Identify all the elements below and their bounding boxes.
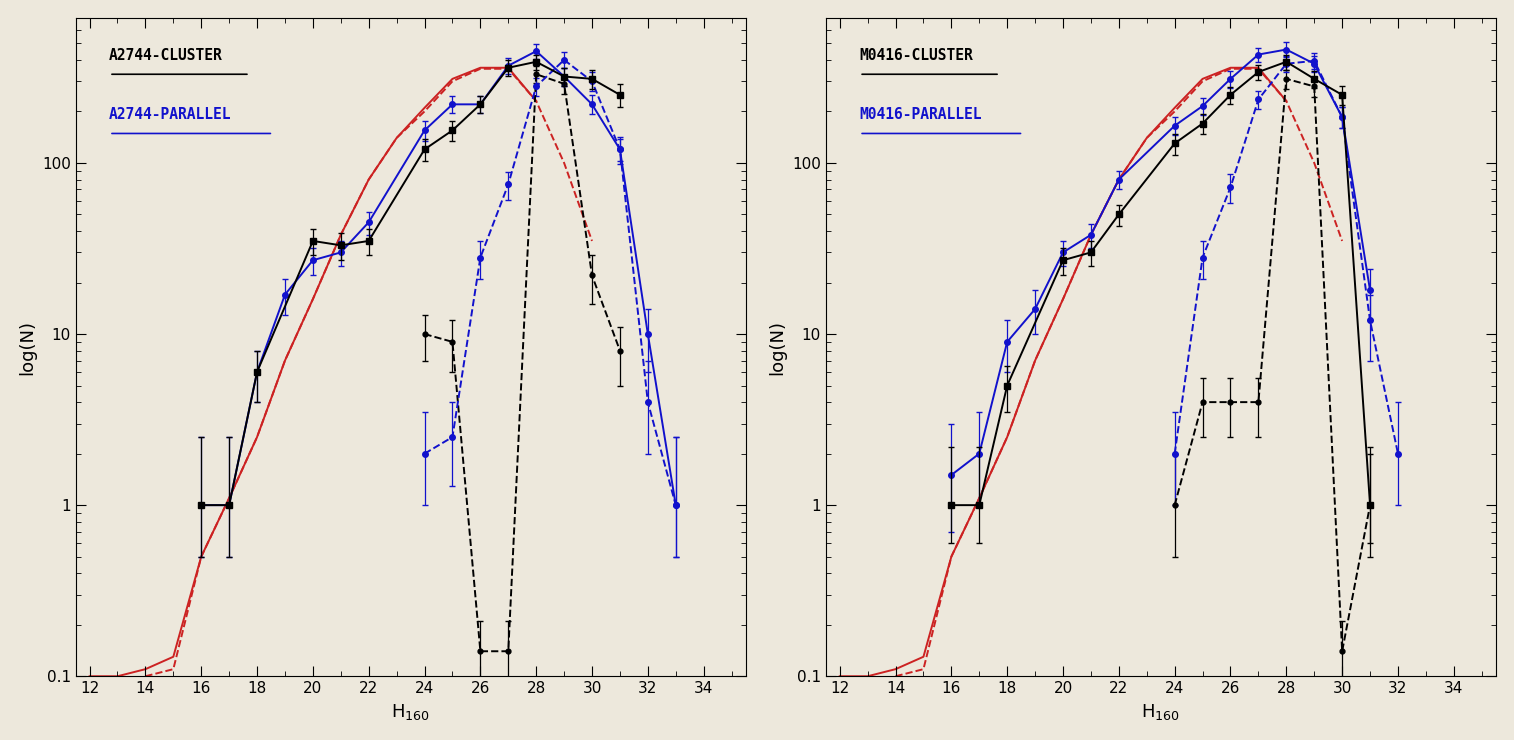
Y-axis label: log(N): log(N) [18, 320, 36, 374]
Text: M0416-CLUSTER: M0416-CLUSTER [860, 48, 974, 63]
X-axis label: H$_{160}$: H$_{160}$ [391, 702, 430, 722]
Text: A2744-PARALLEL: A2744-PARALLEL [109, 107, 232, 122]
X-axis label: H$_{160}$: H$_{160}$ [1142, 702, 1181, 722]
Text: A2744-CLUSTER: A2744-CLUSTER [109, 48, 223, 63]
Y-axis label: log(N): log(N) [769, 320, 786, 374]
Text: M0416-PARALLEL: M0416-PARALLEL [860, 107, 981, 122]
